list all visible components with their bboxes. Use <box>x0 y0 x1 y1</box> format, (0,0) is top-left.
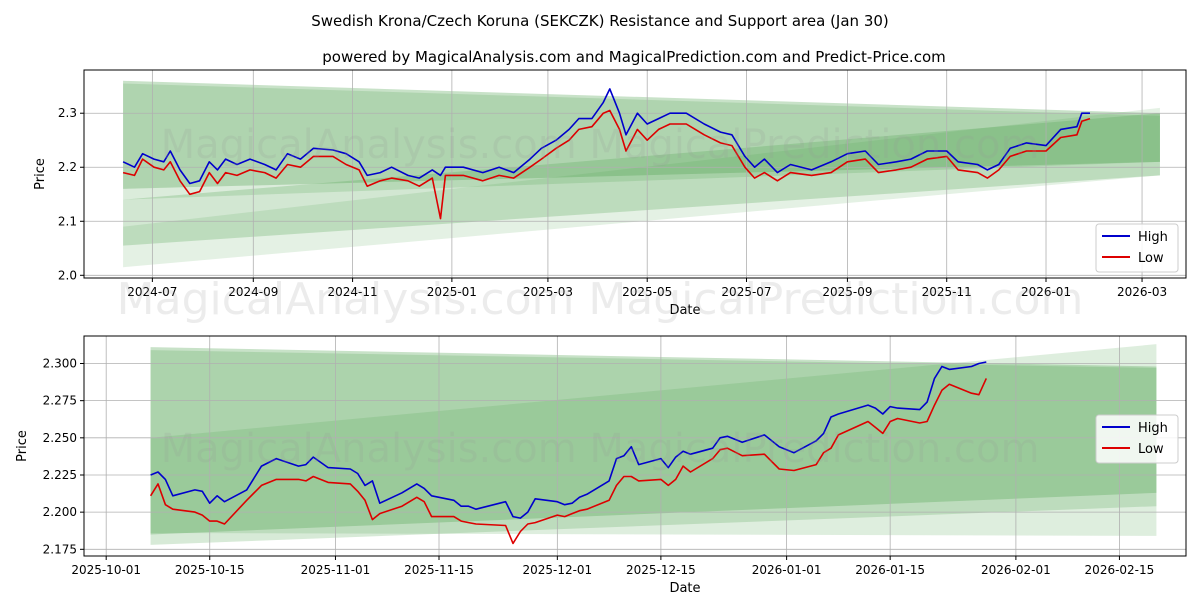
x-tick-label: 2025-07 <box>721 285 771 299</box>
bottom-chart: 2025-10-01 2025-10-15 2025-11-01 2025-11-15… <box>15 335 1187 596</box>
x-axis-label: Date <box>669 303 700 318</box>
x-axis-label: Date <box>669 581 700 596</box>
high-legend-label: High <box>1138 421 1168 436</box>
x-tick-label: 2025-11-01 <box>301 563 371 577</box>
watermark-top: MagicalAnalysis.com MagicalPrediction.co… <box>161 122 1040 168</box>
y-tick-label: 2.275 <box>43 394 77 408</box>
x-tick-label: 2026-01-15 <box>855 563 925 577</box>
y-tick-label: 2.225 <box>43 468 77 482</box>
x-tick-label: 2026-02-15 <box>1085 563 1155 577</box>
support-resistance-band <box>150 344 1157 536</box>
x-tick-label: 2026-03 <box>1117 285 1167 299</box>
x-tick-label: 2024-11 <box>328 285 378 299</box>
chart-title: Swedish Krona/Czech Koruna (SEKCZK) Resi… <box>311 12 889 30</box>
support-resistance-band <box>150 350 1157 545</box>
legend: High Low <box>1095 414 1179 464</box>
x-tick-label: 2025-10-15 <box>175 563 245 577</box>
x-tick-label: 2026-01-01 <box>752 563 822 577</box>
chart-subtitle: powered by MagicalAnalysis.com and Magic… <box>322 48 946 66</box>
support-resistance-band <box>123 113 1160 246</box>
y-tick-label: 2.0 <box>58 268 77 282</box>
x-tick-label: 2025-11-15 <box>404 563 474 577</box>
watermark-bottom: MagicalAnalysis.com MagicalPrediction.co… <box>161 426 1040 472</box>
x-tick-label: 2026-02-01 <box>981 563 1051 577</box>
y-tick-label: 2.2 <box>58 160 77 174</box>
y-tick-label: 2.3 <box>58 106 77 120</box>
x-tick-label: 2025-05 <box>622 285 672 299</box>
x-tick-label: 2025-12-01 <box>522 563 592 577</box>
y-axis-label: Price <box>33 158 48 190</box>
y-tick-label: 2.1 <box>58 214 77 228</box>
y-axis-label: Price <box>15 430 30 462</box>
x-tick-label: 2025-09 <box>822 285 872 299</box>
low-series-line <box>149 378 988 545</box>
high-series-line <box>122 88 1090 185</box>
top-chart: 2024-07 2024-09 2024-11 2025-01 2025-03 2025-… <box>33 69 1187 318</box>
low-legend-label: Low <box>1138 251 1164 266</box>
plot-frame <box>83 335 1187 557</box>
x-tick-label: 2025-11 <box>922 285 972 299</box>
x-tick-label: 2024-09 <box>228 285 278 299</box>
high-series-line <box>150 361 987 519</box>
x-tick-label: 2025-01 <box>427 285 477 299</box>
support-resistance-band <box>150 347 1157 535</box>
low-legend-label: Low <box>1138 442 1164 457</box>
y-tick-label: 2.250 <box>43 431 77 445</box>
low-series-line <box>122 109 1091 220</box>
high-legend-label: High <box>1138 230 1168 245</box>
legend: High Low <box>1095 223 1179 273</box>
x-tick-label: 2025-10-01 <box>71 563 141 577</box>
y-tick-label: 2.200 <box>43 505 77 519</box>
support-resistance-band <box>123 107 1160 268</box>
y-tick-label: 2.175 <box>43 542 77 556</box>
y-tick-label: 2.300 <box>43 357 77 371</box>
watermark-middle: MagicalAnalysis.com MagicalPrediction.co… <box>117 274 1084 325</box>
plot-frame <box>83 69 1187 279</box>
x-tick-label: 2024-07 <box>127 285 177 299</box>
x-tick-label: 2025-03 <box>523 285 573 299</box>
x-tick-label: 2026-01 <box>1021 285 1071 299</box>
support-resistance-band <box>123 83 1160 200</box>
x-tick-label: 2025-12-15 <box>626 563 696 577</box>
